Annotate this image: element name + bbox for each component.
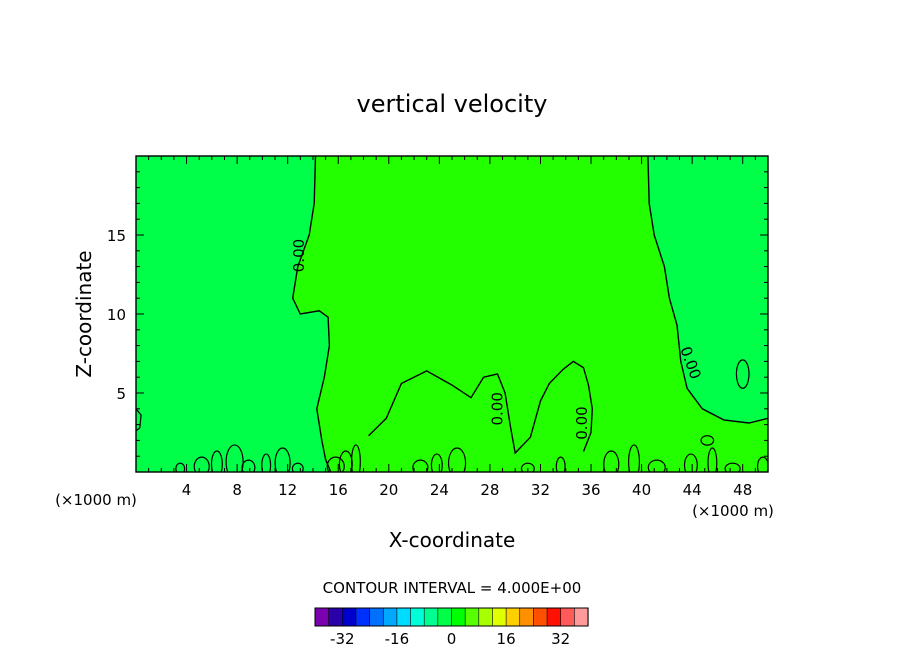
colorbar-swatch xyxy=(492,607,507,627)
surface-contour-cell xyxy=(326,456,345,472)
surface-contour-cell xyxy=(430,453,443,472)
x-tick-label: 44 xyxy=(683,481,702,499)
surface-contour-cell xyxy=(520,462,535,472)
colorbar-swatch xyxy=(546,607,562,627)
colorbar-frame xyxy=(314,607,589,627)
x-tick-label: 4 xyxy=(182,481,192,499)
colorbar-swatch xyxy=(328,607,343,627)
surface-contour-cell xyxy=(210,450,223,472)
x-unit-label-right: (×1000 m) xyxy=(692,502,774,520)
surface-contour-cell xyxy=(603,450,620,472)
x-tick-label: 32 xyxy=(531,481,550,499)
surface-contour-cell xyxy=(724,462,741,472)
surface-contour-cell xyxy=(175,462,186,472)
x-tick-label: 40 xyxy=(632,481,651,499)
colorbar-swatch xyxy=(423,607,439,627)
colorbar-swatch xyxy=(341,607,357,627)
colorbar-swatch xyxy=(574,607,589,627)
surface-contour-cell xyxy=(756,456,768,472)
y-axis: 5 10 15 xyxy=(107,171,768,457)
colorbar-tick-label: 0 xyxy=(447,630,457,648)
colorbar-swatch xyxy=(369,607,384,627)
chart-title: vertical velocity xyxy=(357,90,548,118)
surface-contour-cell xyxy=(241,459,256,472)
colorbar-tick-label: 32 xyxy=(551,630,570,648)
surface-contour-cell xyxy=(261,453,272,472)
zero-contour-right xyxy=(647,156,768,424)
x-axis: 4 8 12 16 20 24 28 32 36 40 44 48 xyxy=(148,156,756,499)
colorbar-swatch xyxy=(410,607,425,627)
colorbar-swatch xyxy=(505,607,521,627)
plot-area: 0.000.00 0.000.00 4 8 12 16 20 24 28 32 36 40 44 48 … xyxy=(107,155,769,499)
x-unit-label-left: (×1000 m) xyxy=(55,491,137,509)
colorbar-swatch xyxy=(451,607,466,627)
colorbar-swatch xyxy=(464,607,480,627)
contour-value-label: 0.00 xyxy=(573,406,591,439)
colorbar-tick-label: 16 xyxy=(497,630,516,648)
x-tick-label: 12 xyxy=(278,481,297,499)
near-surface-contours xyxy=(136,359,768,472)
colorbar-swatch xyxy=(560,607,575,627)
x-tick-label: 24 xyxy=(430,481,449,499)
surface-contour-cell xyxy=(350,444,361,472)
colorbar-tick-label: -32 xyxy=(330,630,355,648)
closed-contour-cell xyxy=(700,435,715,446)
y-tick-label: 10 xyxy=(107,306,126,324)
colorbar-swatch xyxy=(519,607,534,627)
contour-interval-text: CONTOUR INTERVAL = 4.000E+00 xyxy=(323,579,582,597)
surface-contour-cell xyxy=(338,450,353,472)
surface-contour-cell xyxy=(628,444,641,472)
zero-contour-left xyxy=(291,156,332,472)
x-tick-label: 16 xyxy=(329,481,348,499)
x-tick-label: 48 xyxy=(733,481,752,499)
surface-contour-cell xyxy=(225,444,244,472)
colorbar-swatch xyxy=(437,607,453,627)
x-tick-label: 8 xyxy=(232,481,242,499)
closed-contour-cell xyxy=(735,359,750,389)
y-tick-label: 15 xyxy=(107,227,126,245)
colorbar-swatch xyxy=(355,607,371,627)
surface-contour-cell xyxy=(707,447,718,472)
x-tick-label: 36 xyxy=(581,481,600,499)
surface-contour-cell xyxy=(447,447,467,472)
surface-contour-cell xyxy=(683,453,698,472)
surface-contour-cell xyxy=(274,447,291,472)
colorbar-swatch xyxy=(396,607,412,627)
colorbar-swatch xyxy=(382,607,398,627)
updraft-region xyxy=(292,156,768,472)
colorbar-swatch xyxy=(314,607,330,627)
colorbar-swatch xyxy=(533,607,548,627)
y-tick-label: 5 xyxy=(116,385,126,403)
colorbar-tick-label: -16 xyxy=(385,630,410,648)
surface-contour-cell xyxy=(647,459,666,472)
x-tick-label: 28 xyxy=(480,481,499,499)
surface-contour-cell xyxy=(555,456,566,472)
contour-value-label: 0.00 xyxy=(489,392,507,425)
colorbar: -32 -16 0 16 32 xyxy=(314,607,589,648)
edge-contour xyxy=(136,408,142,432)
surface-contour-cell xyxy=(412,459,429,472)
contour-value-label: 0.00 xyxy=(290,239,308,272)
colorbar-swatch xyxy=(478,607,494,627)
y-axis-label: Z-coordinate xyxy=(72,250,96,377)
surface-contour-cell xyxy=(193,456,210,472)
zero-contour-inner xyxy=(368,360,594,455)
x-axis-label: X-coordinate xyxy=(389,528,516,552)
x-tick-label: 20 xyxy=(379,481,398,499)
surface-contour-cell xyxy=(291,462,304,472)
